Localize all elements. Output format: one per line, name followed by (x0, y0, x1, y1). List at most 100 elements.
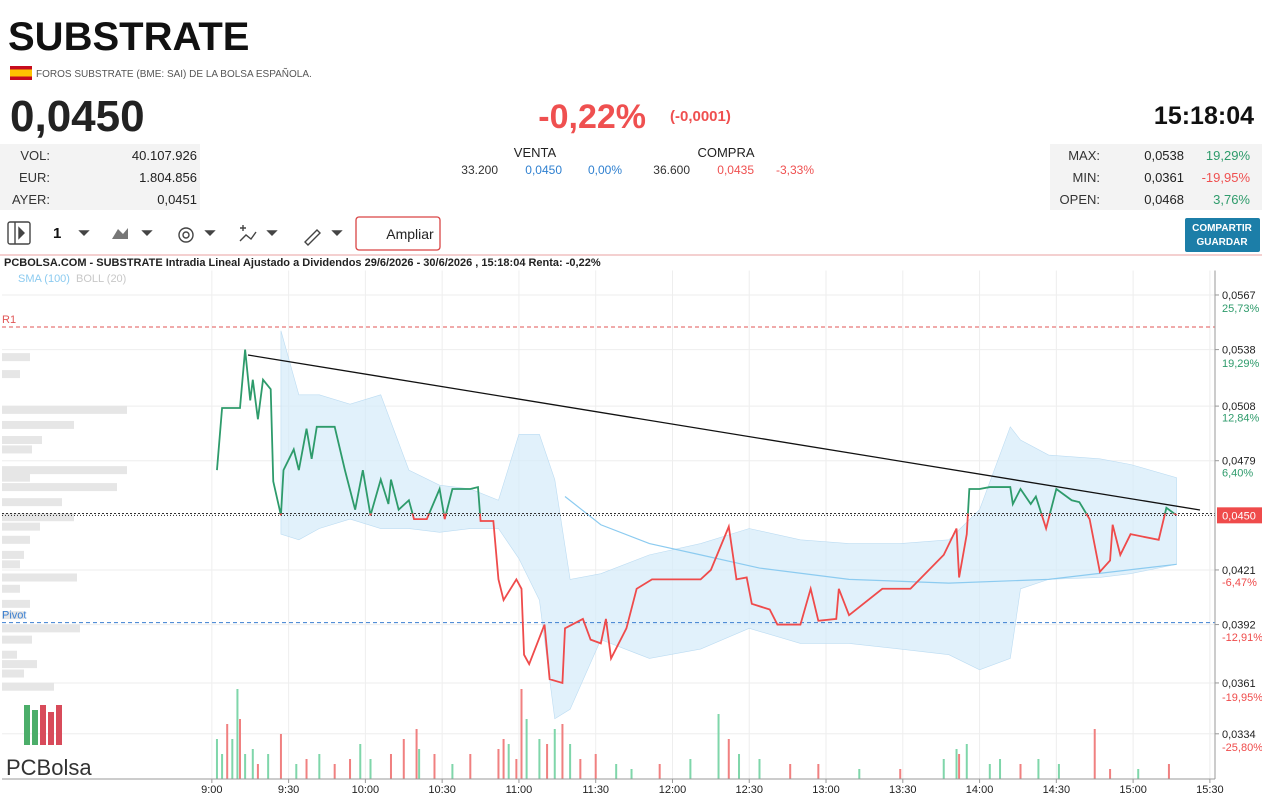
stat-value: 0,0468 (1144, 192, 1184, 207)
quote-time: 15:18:04 (1154, 102, 1254, 130)
panel-toggle[interactable] (7, 221, 31, 245)
x-tick-label: 11:30 (582, 784, 609, 796)
stat-pct: 3,76% (1213, 192, 1250, 207)
stat-value: 1.804.856 (139, 170, 197, 185)
save-label[interactable]: GUARDAR (1196, 237, 1248, 248)
volume-bar (1019, 764, 1022, 779)
interval-dropdown[interactable] (78, 230, 90, 236)
y-tick-label: 0,0334 (1222, 729, 1256, 741)
settings[interactable] (178, 227, 216, 243)
volume-bar (689, 759, 692, 779)
profile-bar (2, 560, 20, 569)
x-tick-label: 14:30 (1043, 784, 1071, 796)
x-tick-label: 13:30 (889, 784, 917, 796)
volume-bar (469, 754, 472, 779)
volume-bar (579, 759, 582, 779)
volume-bar (899, 769, 902, 779)
volume-bar (1037, 759, 1040, 779)
venta-label: VENTA (514, 145, 557, 160)
profile-bar (2, 650, 17, 659)
y2-tick-label: 6,40% (1222, 468, 1253, 480)
volume-bar (415, 729, 418, 779)
profile-bar (2, 599, 30, 608)
volume-bar (561, 724, 564, 779)
y-tick-label: 0,0508 (1222, 401, 1256, 413)
volume-bar (305, 759, 308, 779)
volume-bar (965, 744, 968, 779)
compra-price: 0,0435 (717, 163, 754, 177)
volume-bar (942, 759, 945, 779)
y2-tick-label: -12,91% (1222, 632, 1262, 644)
profile-bar (2, 522, 40, 531)
volume-bar (738, 754, 741, 779)
y-tick-label: 0,0421 (1222, 565, 1256, 577)
volume-bar (497, 749, 500, 779)
volume-bar (520, 689, 523, 779)
last-price-label: 0,0450 (1222, 510, 1256, 522)
volume-bar (553, 729, 556, 779)
interval-value[interactable]: 1 (53, 225, 61, 242)
zoom-label[interactable]: Ampliar (386, 226, 434, 242)
profile-bar (2, 573, 77, 582)
volume-bar (215, 739, 218, 779)
y2-tick-label: -25,80% (1222, 742, 1262, 754)
stat-value: 0,0451 (157, 192, 197, 207)
last-price-box (1217, 507, 1262, 524)
subtitle: FOROS SUBSTRATE (BME: SAI) DE LA BOLSA E… (36, 67, 312, 80)
volume-bar (369, 759, 372, 779)
volume-bar (238, 719, 241, 779)
change-percent: -0,22% (538, 98, 646, 136)
price-line-up (216, 349, 1176, 514)
sma-line (564, 496, 1177, 584)
indicators[interactable] (239, 225, 278, 242)
x-tick-label: 11:00 (506, 784, 533, 796)
x-tick-label: 15:00 (1119, 784, 1147, 796)
volume-bar (402, 739, 405, 779)
volume-bar (349, 759, 352, 779)
profile-bar (2, 535, 30, 544)
compra-label: COMPRA (697, 145, 754, 160)
y-tick-label: 0,0479 (1222, 456, 1256, 468)
volume-bar (1057, 764, 1060, 779)
volume-bar (359, 744, 362, 779)
volume-bar (758, 759, 761, 779)
volume-bar (318, 754, 321, 779)
legend-boll: BOLL (20) (76, 273, 126, 285)
y2-tick-label: -6,47% (1222, 577, 1257, 589)
profile-bar (2, 436, 42, 444)
volume-bar (244, 754, 247, 779)
volume-bar (1093, 729, 1096, 779)
profile-bar (2, 498, 62, 507)
x-tick-label: 9:00 (201, 784, 222, 796)
stat-value: 40.107.926 (132, 148, 197, 163)
x-tick-label: 14:00 (966, 784, 994, 796)
volume-bar (236, 689, 239, 779)
logo-text: PCBolsa (6, 755, 92, 780)
venta-pct: 0,00% (588, 163, 622, 177)
share-button[interactable] (1185, 218, 1260, 252)
draw-tools[interactable] (304, 229, 343, 246)
flag (10, 66, 32, 80)
volume-bar (999, 759, 1002, 779)
volume-bar (630, 769, 633, 779)
venta-qty: 33.200 (461, 163, 498, 177)
volume-bar (615, 764, 618, 779)
chart-type[interactable] (112, 228, 153, 239)
profile-bar (2, 635, 32, 644)
volume-bar (717, 714, 720, 779)
x-tick-label: 12:00 (659, 784, 687, 796)
share-label[interactable]: COMPARTIR (1192, 223, 1253, 234)
stock-title: SUBSTRATE (8, 15, 249, 59)
volume-bar (858, 769, 861, 779)
volume-bar (295, 764, 298, 779)
volume-bar (594, 754, 597, 779)
volume-bar (988, 764, 991, 779)
volume-bar (1109, 769, 1112, 779)
x-tick-label: 10:30 (428, 784, 456, 796)
profile-bar (2, 682, 54, 691)
volume-bar (817, 764, 820, 779)
volume-bar (955, 749, 958, 779)
x-tick-label: 10:00 (352, 784, 380, 796)
zoom-button[interactable] (355, 216, 441, 251)
